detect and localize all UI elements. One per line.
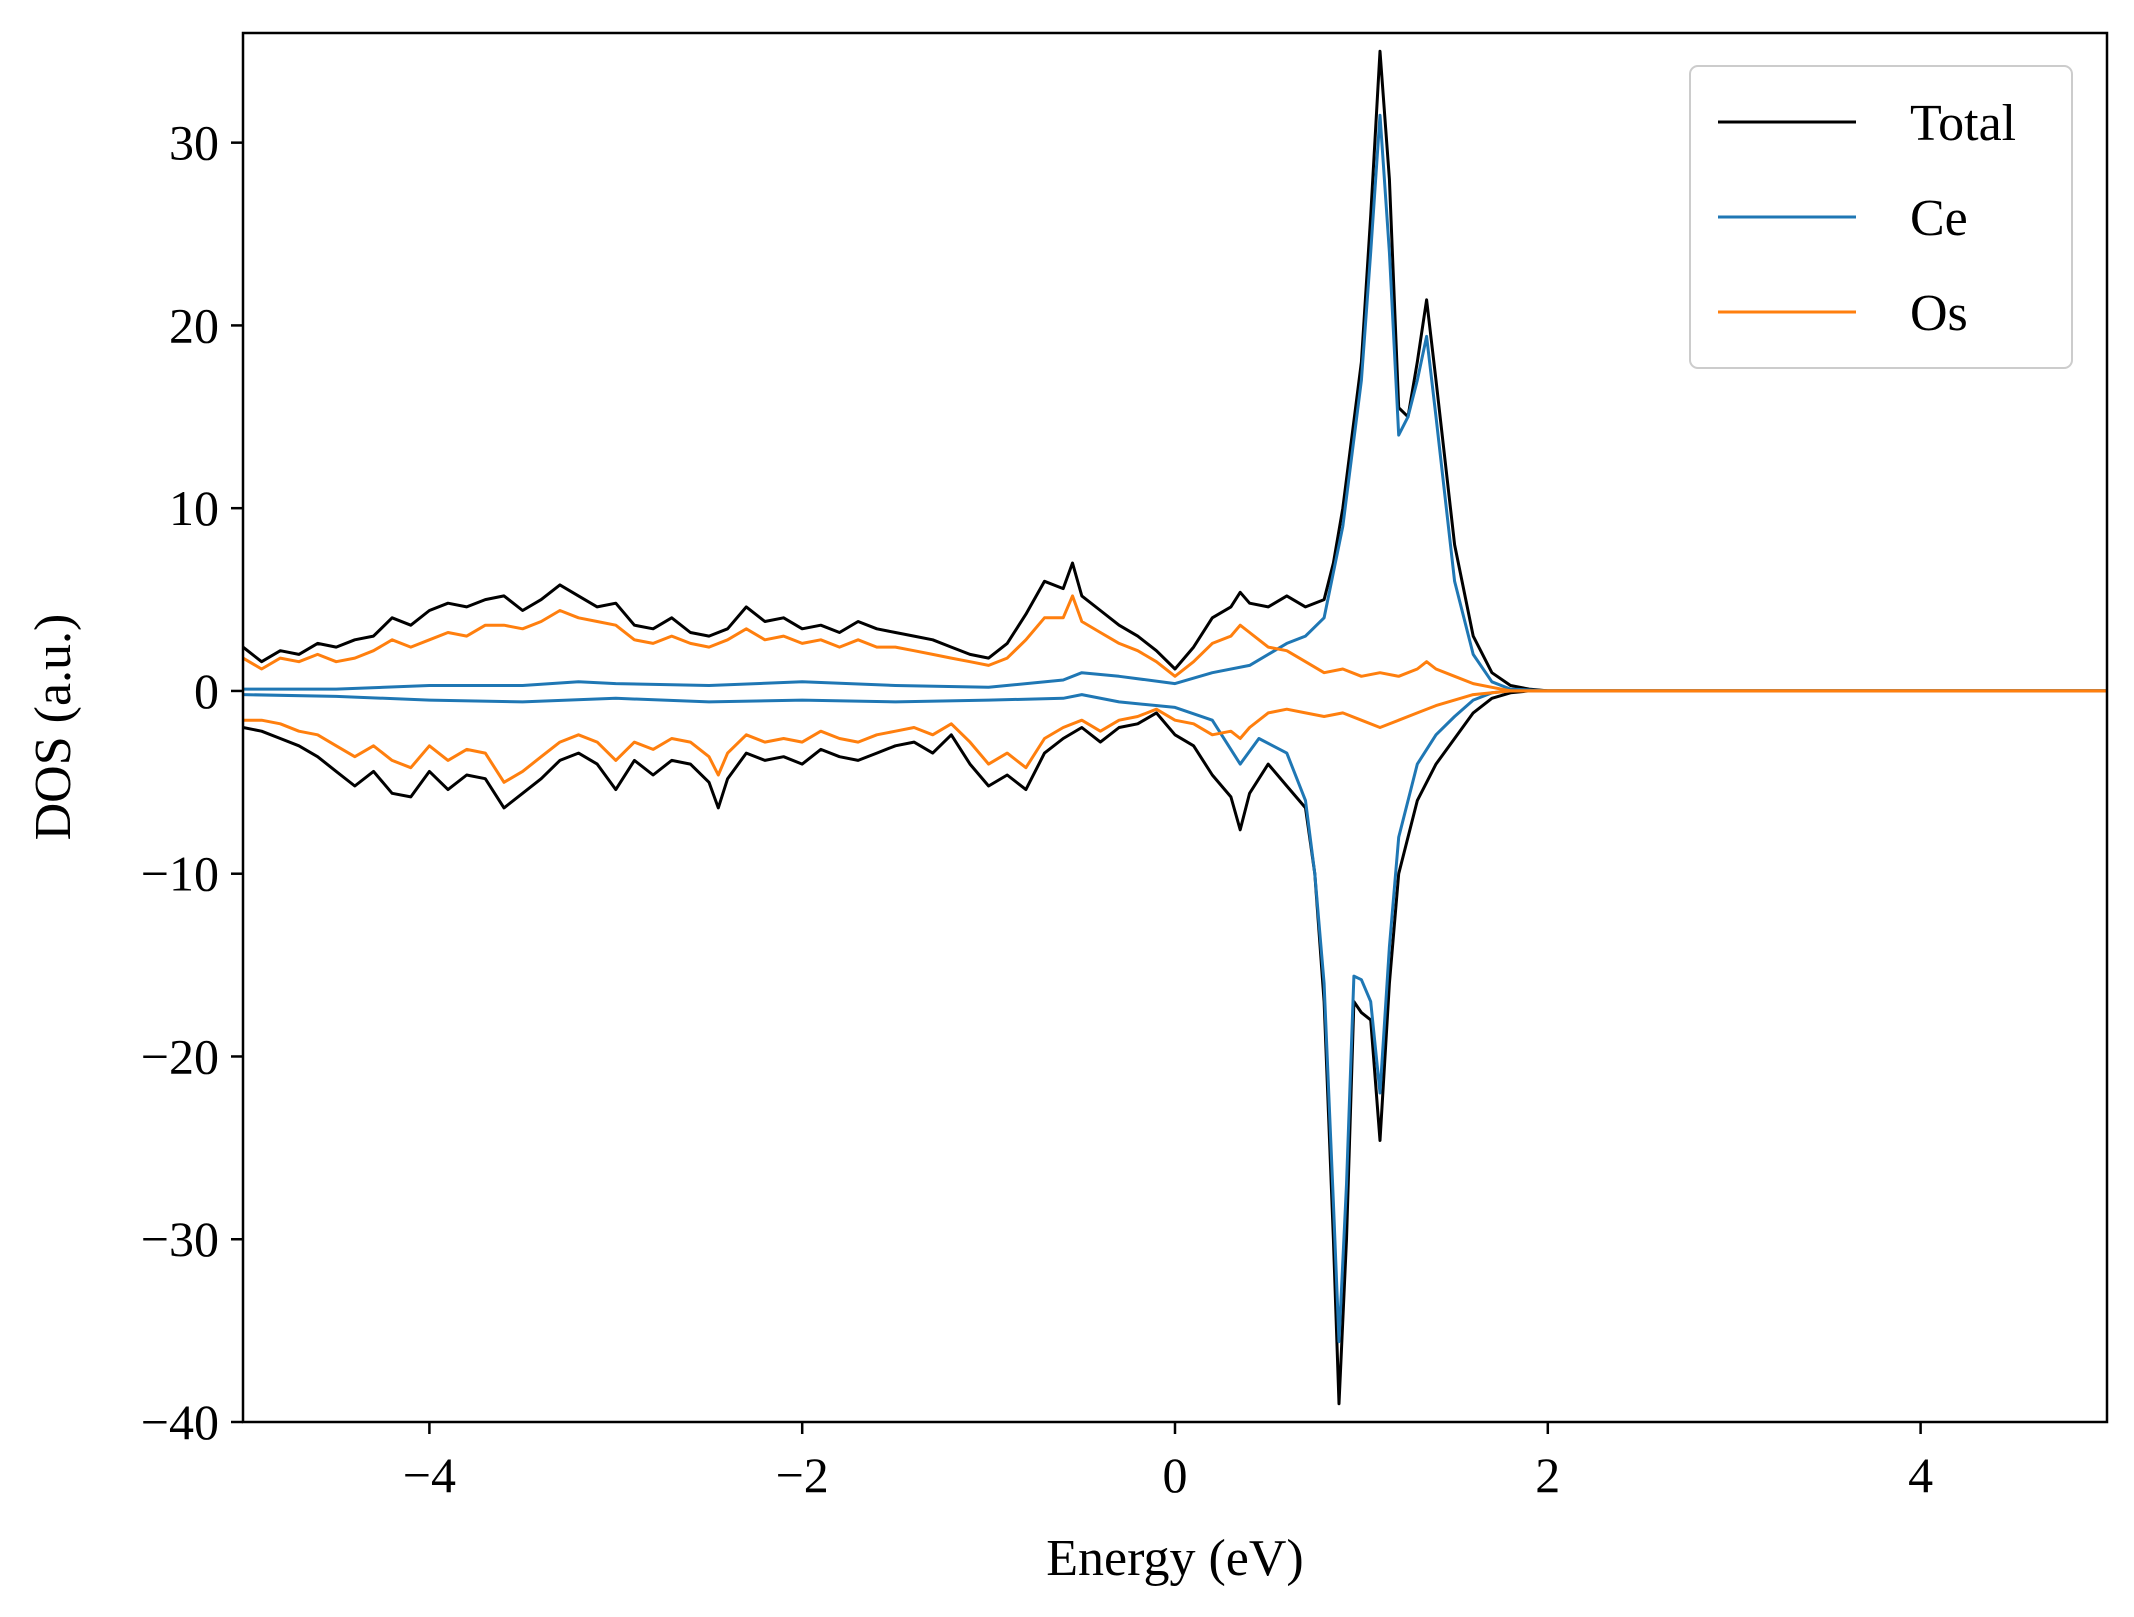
y-tick-label: 0: [194, 663, 219, 719]
x-tick-label: −4: [403, 1447, 456, 1503]
legend-label-os: Os: [1910, 285, 1968, 342]
y-tick-label: 20: [169, 297, 219, 353]
x-axis-ticks: −4 −2 0 2 4: [403, 1422, 1933, 1503]
y-tick-label: −10: [141, 846, 219, 902]
y-tick-label: −40: [141, 1394, 219, 1450]
legend: Total Ce Os: [1689, 65, 2073, 369]
legend-label-ce: Ce: [1910, 190, 1968, 247]
y-axis-label: DOS (a.u.): [25, 614, 82, 841]
legend-items: Total Ce Os: [1718, 95, 2016, 342]
x-tick-label: 2: [1535, 1447, 1560, 1503]
y-axis-ticks: −40 −30 −20 −10 0 10 20 30: [141, 115, 243, 1450]
series-ce-spin-up-line: [243, 113, 2107, 693]
y-tick-label: 30: [169, 115, 219, 171]
series-ce-spin-down-line: [243, 689, 2107, 1344]
series-os-spin-down-line: [243, 689, 2107, 784]
series-total-spin-down-line: [243, 689, 2107, 1406]
legend-label-total: Total: [1910, 95, 2016, 152]
y-tick-label: −20: [141, 1028, 219, 1084]
series-layer: [243, 49, 2107, 1406]
x-tick-label: 4: [1908, 1447, 1933, 1503]
legend-box: [1689, 65, 2073, 369]
y-tick-label: 10: [169, 480, 219, 536]
series-total-spin-up-line: [243, 49, 2107, 693]
x-tick-label: −2: [776, 1447, 829, 1503]
x-axis-label: Energy (eV): [1046, 1530, 1304, 1587]
y-tick-label: −30: [141, 1211, 219, 1267]
series-os-spin-up-line: [243, 594, 2107, 693]
x-tick-label: 0: [1163, 1447, 1188, 1503]
